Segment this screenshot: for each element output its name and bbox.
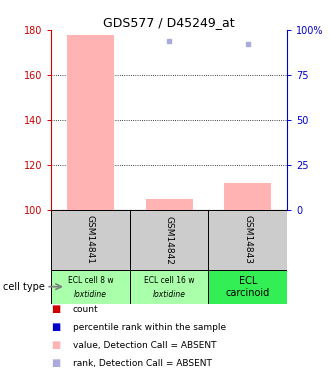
Text: percentile rank within the sample: percentile rank within the sample xyxy=(73,323,226,332)
Text: ECL cell 16 w: ECL cell 16 w xyxy=(144,276,194,285)
Text: ■: ■ xyxy=(51,358,60,368)
Text: rank, Detection Call = ABSENT: rank, Detection Call = ABSENT xyxy=(73,359,212,368)
Text: value, Detection Call = ABSENT: value, Detection Call = ABSENT xyxy=(73,341,216,350)
Text: ■: ■ xyxy=(51,304,60,314)
Bar xyxy=(209,270,287,304)
Bar xyxy=(146,199,193,210)
Text: GSM14841: GSM14841 xyxy=(86,216,95,264)
Title: GDS577 / D45249_at: GDS577 / D45249_at xyxy=(103,16,235,29)
Text: ECL cell 8 w: ECL cell 8 w xyxy=(68,276,113,285)
Text: loxtidine: loxtidine xyxy=(152,290,185,299)
Text: count: count xyxy=(73,305,98,314)
Text: ■: ■ xyxy=(51,322,60,332)
Bar xyxy=(224,183,271,210)
Text: ■: ■ xyxy=(51,340,60,350)
Bar xyxy=(130,270,209,304)
Text: GSM14842: GSM14842 xyxy=(165,216,174,264)
Text: loxtidine: loxtidine xyxy=(74,290,107,299)
Bar xyxy=(67,34,114,210)
Bar xyxy=(51,210,130,270)
Text: ECL
carcinoid: ECL carcinoid xyxy=(226,276,270,298)
Bar xyxy=(51,270,130,304)
Bar xyxy=(209,210,287,270)
Text: cell type: cell type xyxy=(3,282,45,292)
Bar xyxy=(130,210,209,270)
Text: GSM14843: GSM14843 xyxy=(243,216,252,264)
